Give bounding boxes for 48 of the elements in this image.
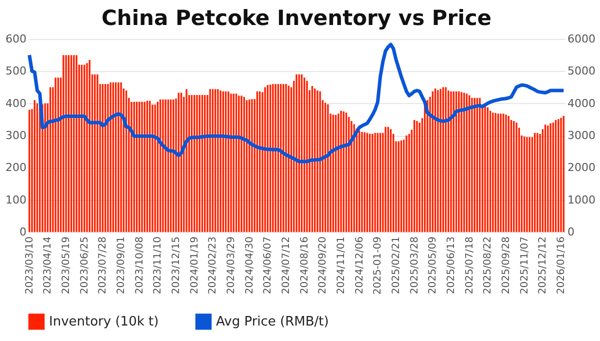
x-tick-label: 2023/11/10 — [152, 236, 164, 294]
chart-title: China Petcoke Inventory vs Price — [101, 6, 492, 30]
y-tick-label: 300 — [6, 129, 26, 142]
x-tick-label: 2025/05/09 — [428, 236, 439, 294]
x-tick-label: 2023/03/10 — [24, 236, 36, 294]
legend-label: Inventory (10k t) — [49, 314, 159, 330]
x-tick-label: 2023/12/15 — [171, 236, 182, 294]
x-tick-label: 2026/01/16 — [556, 236, 568, 294]
y2-tick-label: 3000 — [568, 129, 596, 142]
x-tick-label: 2024/09/20 — [318, 236, 329, 294]
y-tick-label: 500 — [6, 64, 26, 78]
y-tick-label: 100 — [6, 193, 26, 206]
y2-tick-label: 4000 — [568, 96, 596, 110]
x-tick-label: 2023/09/01 — [116, 236, 128, 294]
y2-tick-label: 6000 — [568, 32, 596, 46]
y-tick-label: 0 — [20, 226, 26, 238]
x-tick-label: 2025/12/12 — [538, 236, 549, 294]
y-tick-label: 600 — [6, 32, 26, 46]
y-tick-label: 200 — [6, 161, 26, 174]
x-tick-label: 2024/12/06 — [354, 236, 366, 294]
x-tick-label: 2024/02/23 — [208, 236, 219, 294]
x-tick-label: 2025/03/28 — [409, 236, 420, 294]
y2-tick-label: 0 — [568, 226, 574, 238]
x-tick-label: 2025/07/18 — [464, 236, 476, 294]
x-tick-label: 2023/05/19 — [61, 236, 72, 294]
x-tick-label: 2024/11/01 — [336, 236, 348, 294]
x-tick-label: 2023/06/25 — [79, 236, 90, 294]
x-tick-label: 2024/04/30 — [244, 236, 256, 294]
x-tick-label: 2025/11/07 — [519, 236, 530, 294]
x-tick-label: 2024/08/16 — [299, 236, 310, 294]
x-tick-label: 2023/10/08 — [134, 236, 146, 294]
x-tick-label: 2024/07/12 — [281, 236, 292, 294]
y-tick-label: 400 — [6, 96, 26, 110]
x-tick-label: 2023/04/14 — [42, 236, 54, 294]
x-tick-label: 2025/06/13 — [446, 236, 458, 294]
x-tick-label: 2024/06/07 — [262, 236, 274, 294]
x-tick-label: 2025-01-09 — [372, 236, 384, 295]
x-tick-label: 2025/08/22 — [482, 236, 494, 294]
x-tick-label: 2023/07/28 — [98, 236, 109, 294]
y2-tick-label: 5000 — [568, 64, 596, 78]
x-tick-label: 2024/01/19 — [189, 236, 200, 294]
y2-tick-label: 2000 — [568, 161, 596, 174]
x-tick-label: 2025/02/21 — [391, 236, 402, 294]
line-series — [28, 42, 566, 164]
x-tick-label: 2024/03/29 — [226, 236, 238, 294]
legend-label: Avg Price (RMB/t) — [216, 314, 329, 330]
y2-tick-label: 1000 — [568, 193, 596, 206]
x-tick-label: 2025/09/28 — [501, 236, 512, 294]
